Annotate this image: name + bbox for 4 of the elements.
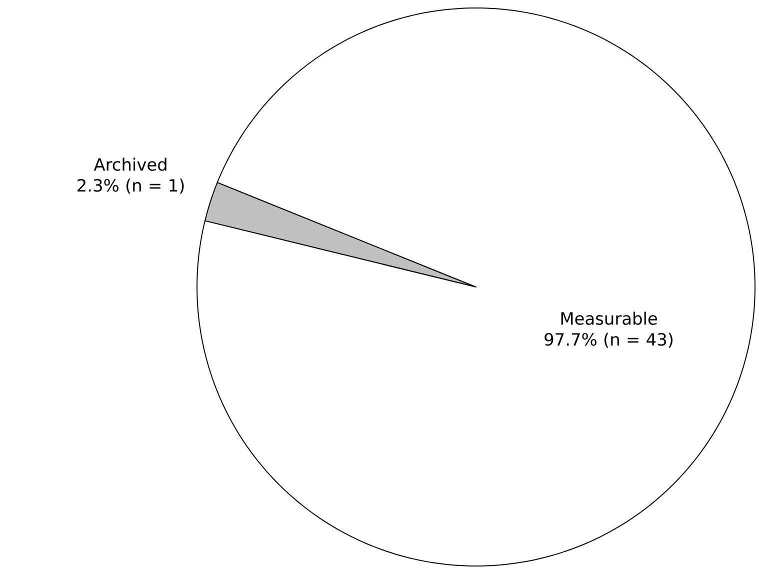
slice-label: Archived [94,158,166,171]
data-label: 2.3% (n = 1) [78,178,184,194]
slice-label: Measurable [561,312,657,325]
data-label: 97.7% (n = 43) [544,332,673,348]
